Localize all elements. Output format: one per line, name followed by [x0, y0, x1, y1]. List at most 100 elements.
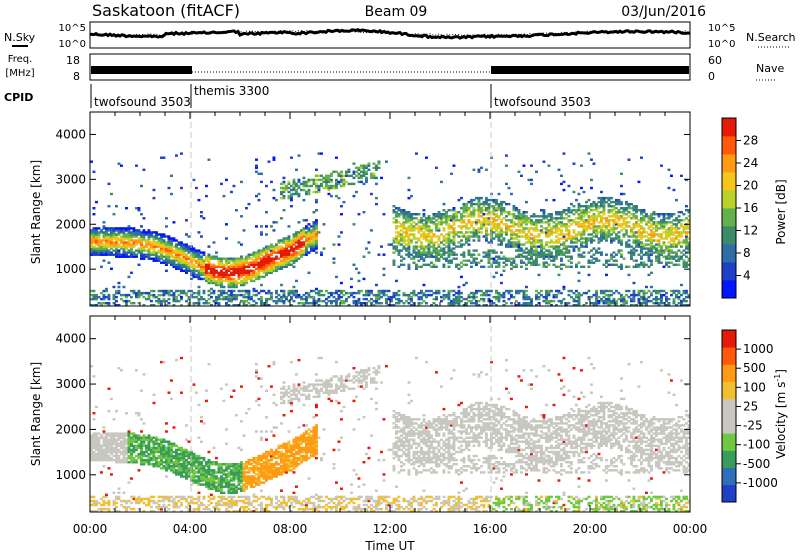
power-cell: [275, 256, 278, 258]
power-cell: [565, 217, 568, 219]
power-cell: [160, 300, 163, 302]
power-cell: [218, 282, 221, 284]
power-cell: [130, 227, 133, 229]
power-cell: [403, 302, 406, 304]
power-cell: [295, 231, 298, 233]
velocity-cell: [113, 443, 116, 445]
power-cell: [485, 207, 488, 209]
power-cell: [685, 205, 688, 207]
power-cell: [98, 302, 101, 304]
power-cell: [643, 209, 646, 211]
power-cell: [463, 243, 466, 245]
power-cell: [168, 290, 171, 292]
power-cell: [350, 278, 353, 280]
power-cell: [340, 282, 343, 284]
power-cell: [253, 270, 256, 272]
power-cell: [508, 292, 511, 294]
power-cell: [170, 175, 173, 177]
power-cell: [478, 197, 481, 199]
power-cell: [410, 223, 413, 225]
power-cell: [568, 249, 571, 251]
velocity-cell: [120, 500, 123, 502]
power-cell: [238, 282, 241, 284]
power-cell: [395, 225, 398, 227]
cpid-label: CPID: [4, 91, 33, 104]
power-cell: [458, 268, 461, 270]
power-cell: [543, 227, 546, 229]
power-cell: [400, 249, 403, 251]
velocity-cell: [125, 439, 128, 441]
power-cell: [415, 245, 418, 247]
velocity-cell: [100, 451, 103, 453]
power-cell: [315, 185, 318, 187]
power-cell: [230, 264, 233, 266]
power-cell: [658, 298, 661, 300]
power-cell: [100, 302, 103, 304]
power-cell: [555, 254, 558, 256]
power-cell: [328, 193, 331, 195]
power-cell: [300, 183, 303, 185]
velocity-cell: [115, 439, 118, 441]
power-cell: [133, 292, 136, 294]
power-cell: [460, 266, 463, 268]
power-cell: [630, 227, 633, 229]
power-cell: [458, 225, 461, 227]
power-cell: [323, 300, 326, 302]
power-cell: [458, 199, 461, 201]
power-cell: [295, 183, 298, 185]
power-cell: [608, 203, 611, 205]
cpid-panel: CPID twofsound 3503 themis 3300 twofsoun…: [4, 84, 591, 109]
power-cell: [583, 233, 586, 235]
power-cell: [550, 233, 553, 235]
power-cell: [515, 264, 518, 266]
velocity-cell: [125, 412, 128, 414]
power-cell: [303, 227, 306, 229]
power-cell: [318, 231, 321, 233]
power-cell: [585, 243, 588, 245]
power-cell: [343, 294, 346, 296]
power-cell: [498, 292, 501, 294]
power-cell: [375, 284, 378, 286]
power-cell: [523, 249, 526, 251]
power-cell: [600, 225, 603, 227]
power-cell: [290, 239, 293, 241]
power-cell: [558, 274, 561, 276]
power-cell: [568, 229, 571, 231]
power-cell: [158, 298, 161, 300]
power-cell: [635, 215, 638, 217]
power-cell: [593, 205, 596, 207]
power-cell: [323, 294, 326, 296]
power-cell: [648, 225, 651, 227]
power-cell: [478, 215, 481, 217]
power-cell: [575, 294, 578, 296]
power-cell: [455, 302, 458, 304]
power-cell: [668, 215, 671, 217]
power-cell: [323, 247, 326, 249]
power-cell: [148, 243, 151, 245]
power-cell: [525, 201, 528, 203]
velocity-cell: [133, 461, 136, 463]
power-cell: [480, 203, 483, 205]
power-cell: [130, 272, 133, 274]
velocity-cell: [105, 447, 108, 449]
power-cell: [530, 262, 533, 264]
power-cell: [560, 268, 563, 270]
power-cell: [570, 256, 573, 258]
power-cell: [363, 294, 366, 296]
power-cell: [293, 300, 296, 302]
power-cell: [510, 290, 513, 292]
power-cell: [193, 247, 196, 249]
power-cell: [158, 237, 161, 239]
power-cell: [630, 249, 633, 251]
power-cell: [465, 215, 468, 217]
power-cell: [685, 243, 688, 245]
power-cell: [315, 169, 318, 171]
power-cell: [125, 302, 128, 304]
power-cell: [248, 290, 251, 292]
power-cell: [683, 225, 686, 227]
colorbar-tick-label: 16: [743, 201, 758, 215]
velocity-cell: [130, 508, 133, 510]
power-cell: [288, 254, 291, 256]
power-cell: [563, 264, 566, 266]
